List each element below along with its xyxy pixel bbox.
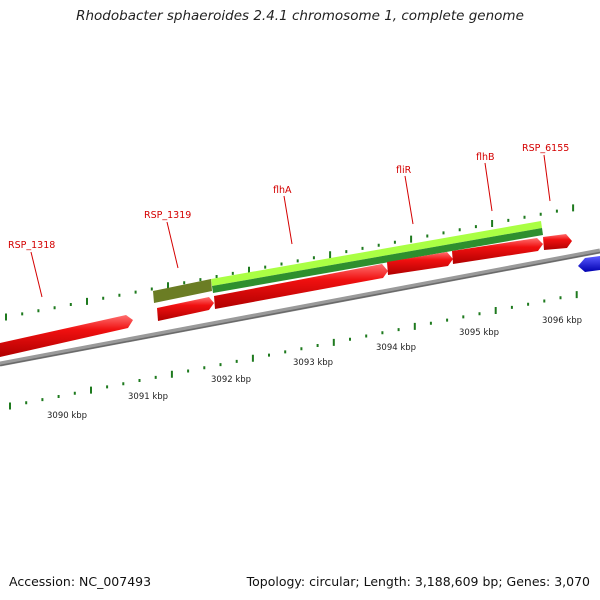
gene-arrow[interactable] [157,297,214,321]
cds-band-dark-green [212,228,543,293]
cds-band-light-green [211,221,542,286]
scale-label-3091: 3091 kbp [128,392,168,402]
leader-line [484,162,493,212]
gene-label-flhB[interactable]: flhB [476,152,495,163]
genome-title: Rhodobacter sphaeroides 2.4.1 chromosome… [76,8,524,24]
gene-arrow-blue[interactable] [578,256,600,272]
outer-tick-track [5,204,575,321]
gene-labels: RSP_1318 RSP_1319 flhA fliR flhB RSP_615… [8,143,569,251]
leader-line [166,221,179,269]
gene-track [0,234,600,357]
scale-label-3095: 3095 kbp [459,328,499,338]
gene-label-fliR[interactable]: fliR [396,165,412,176]
cds-band-olive [153,279,212,303]
topology-summary: Topology: circular; Length: 3,188,609 bp… [246,574,590,589]
gene-label-RSP_1318[interactable]: RSP_1318 [8,240,55,251]
inner-tick-track [9,291,578,410]
scale-label-3093: 3093 kbp [293,358,333,368]
scale-label-3096: 3096 kbp [542,316,582,326]
gene-arrow-flhB[interactable] [452,238,543,264]
scale-label-3094: 3094 kbp [376,343,416,353]
leader-line [30,251,43,298]
leader-line [404,175,414,225]
gene-arrow-flhA[interactable] [214,264,388,309]
scale-label-3090: 3090 kbp [47,411,87,421]
gene-arrow-RSP_6155[interactable] [543,234,572,250]
accession-text: Accession: NC_007493 [9,574,152,589]
gene-label-flhA[interactable]: flhA [273,185,292,196]
gene-label-RSP_1319[interactable]: RSP_1319 [144,210,191,221]
gene-arrow-fliR[interactable] [387,252,453,275]
scale-label-3092: 3092 kbp [211,375,251,385]
gene-label-RSP_6155[interactable]: RSP_6155 [522,143,569,154]
chromosome-backbone [0,248,600,367]
scale-labels: 3090 kbp 3091 kbp 3092 kbp 3093 kbp 3094… [47,316,582,421]
cds-band [153,221,543,303]
leader-line [543,154,551,202]
leader-line [283,195,293,245]
gene-arrow[interactable] [0,315,133,357]
gene-label-leaders [30,154,551,298]
